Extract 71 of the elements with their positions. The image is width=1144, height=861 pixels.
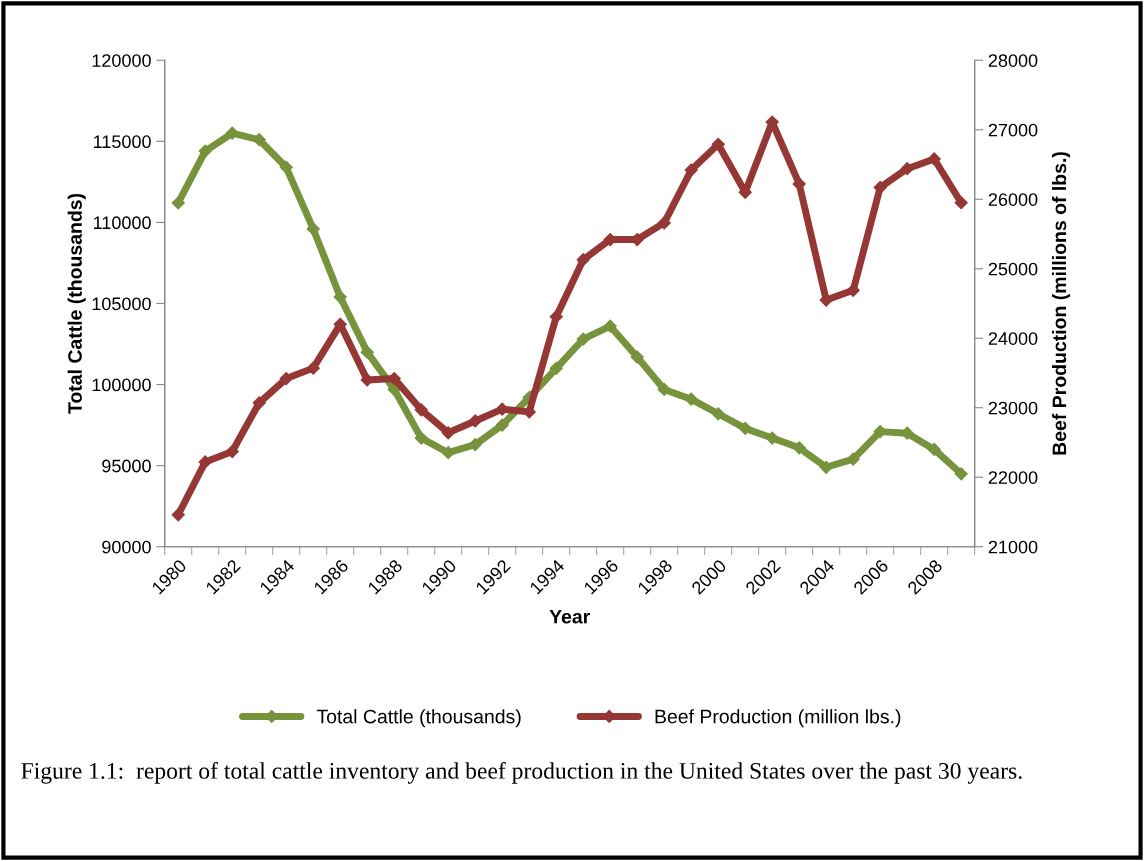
y-axis-title: Total Cattle (thousands) xyxy=(67,193,86,414)
point xyxy=(954,467,968,481)
y-tick-label: 90000 xyxy=(102,540,151,554)
point xyxy=(765,431,779,445)
point xyxy=(198,455,212,469)
y-tick-label: 100000 xyxy=(92,378,151,392)
point xyxy=(900,162,914,176)
point xyxy=(630,350,644,364)
point xyxy=(252,396,266,410)
point xyxy=(468,414,482,428)
point xyxy=(171,508,185,522)
y2-tick-label: 25000 xyxy=(988,262,1038,276)
y-tick-label: 110000 xyxy=(94,216,151,230)
point xyxy=(225,126,239,140)
point xyxy=(711,137,725,151)
point xyxy=(927,442,941,457)
point xyxy=(657,382,671,397)
point xyxy=(954,196,968,210)
y2-tick-label: 28000 xyxy=(988,54,1038,67)
y2-tick-label: 24000 xyxy=(988,332,1038,345)
y-tick-label: 120000 xyxy=(92,54,151,67)
point xyxy=(792,177,806,191)
point xyxy=(846,283,860,297)
point xyxy=(198,144,212,158)
point xyxy=(495,418,509,432)
point xyxy=(252,133,266,147)
point xyxy=(819,293,833,307)
x-axis-title: Year xyxy=(549,609,590,624)
y2-tick-label: 21000 xyxy=(988,540,1038,554)
point xyxy=(306,361,320,375)
y-tick-label: 105000 xyxy=(92,297,151,311)
legend-label: Total Cattle (thousands) xyxy=(316,709,521,728)
point xyxy=(441,446,455,460)
point xyxy=(576,253,590,267)
point xyxy=(441,426,455,440)
point xyxy=(657,216,671,230)
y2-tick-label: 26000 xyxy=(988,193,1038,206)
point xyxy=(468,437,482,452)
y2-axis-title: Beef Production (millions of lbs.) xyxy=(1051,152,1071,455)
point xyxy=(549,361,563,375)
point xyxy=(414,431,428,445)
y-tick-label: 95000 xyxy=(102,459,151,473)
point xyxy=(306,222,320,236)
point xyxy=(711,407,725,421)
point xyxy=(225,444,239,459)
point xyxy=(279,160,293,174)
point xyxy=(333,290,347,304)
point xyxy=(522,405,536,419)
point xyxy=(549,310,563,324)
point xyxy=(846,452,860,466)
point xyxy=(738,421,752,435)
y2-tick-label: 22000 xyxy=(988,471,1038,484)
y2-tick-label: 27000 xyxy=(988,123,1038,137)
point xyxy=(279,371,293,386)
point xyxy=(414,403,428,417)
y2-tick-label: 23000 xyxy=(988,401,1038,415)
point xyxy=(792,441,806,455)
y-tick-label: 115000 xyxy=(94,135,151,149)
point xyxy=(495,402,509,416)
point xyxy=(927,152,941,166)
point xyxy=(171,196,185,210)
point xyxy=(684,392,698,406)
point xyxy=(684,163,698,177)
point xyxy=(603,319,617,333)
point xyxy=(819,460,833,474)
point xyxy=(873,425,887,439)
legend-label: Beef Production (million lbs.) xyxy=(655,709,901,728)
point xyxy=(576,332,590,346)
point xyxy=(360,345,374,359)
caption: Figure 1.1: report of total cattle inventory and beef production in the United States over the past 30 years. xyxy=(21,761,1022,784)
point xyxy=(873,180,887,195)
